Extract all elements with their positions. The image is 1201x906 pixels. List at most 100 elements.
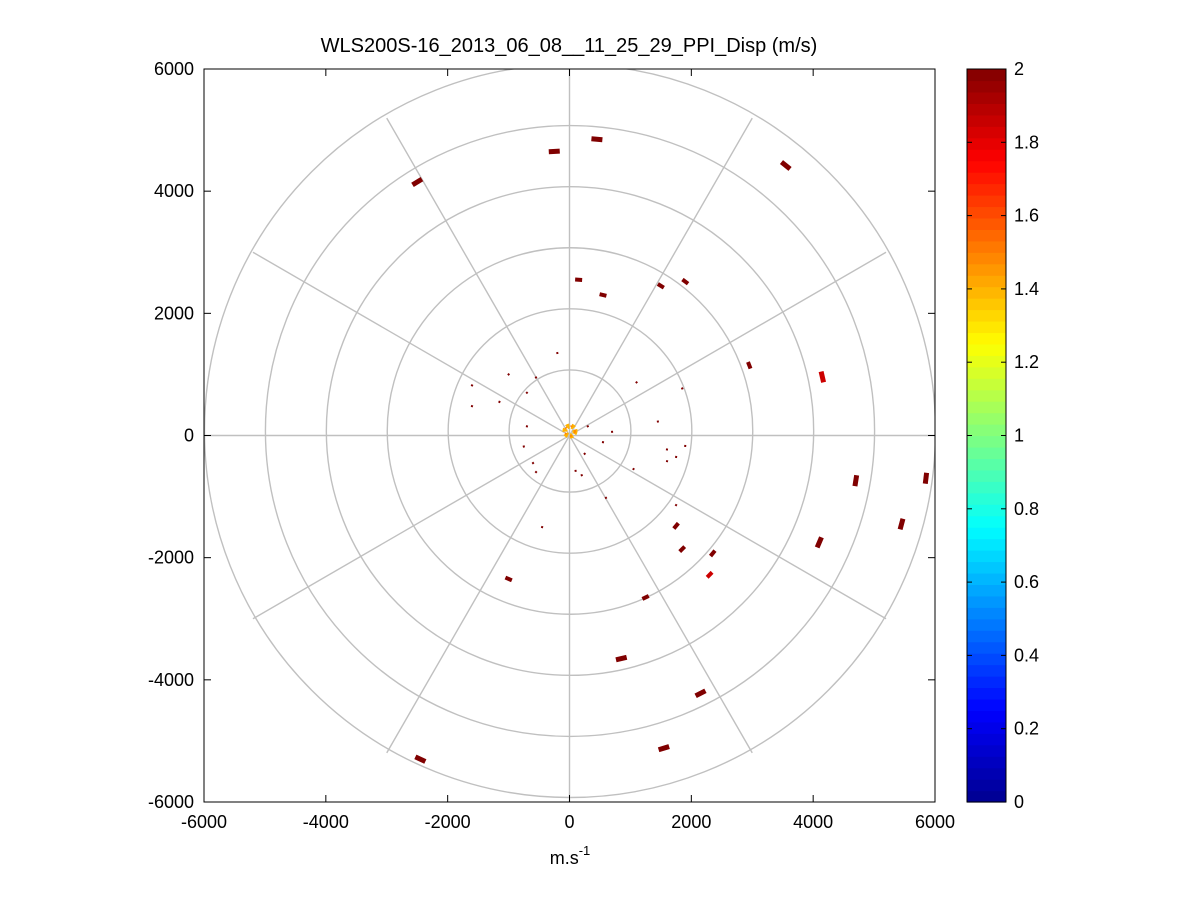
- data-point-13: [897, 518, 906, 531]
- colorbar-band-29: [967, 458, 1006, 471]
- colorbar-band-31: [967, 435, 1006, 448]
- colorbar-tick-label-8: 1.6: [1014, 206, 1039, 226]
- data-point-10: [818, 370, 827, 383]
- colorbar-band-48: [967, 240, 1006, 253]
- colorbar-tick-label-10: 2: [1014, 59, 1024, 79]
- data-point-12: [852, 474, 860, 487]
- colorbar-band-8: [967, 698, 1006, 711]
- colorbar-tick-label-3: 0.6: [1014, 572, 1039, 592]
- colorbar-band-43: [967, 298, 1006, 311]
- colorbar-band-35: [967, 389, 1006, 402]
- y-tick-label-1: -4000: [148, 670, 194, 690]
- data-point-39: [665, 448, 669, 451]
- data-point-30: [507, 373, 511, 376]
- x-tick-label-1: -4000: [303, 812, 349, 832]
- colorbar-band-24: [967, 515, 1006, 528]
- data-point-3: [591, 136, 603, 143]
- colorbar-tick-label-6: 1.2: [1014, 352, 1039, 372]
- colorbar-band-6: [967, 721, 1006, 734]
- colorbar-band-37: [967, 366, 1006, 379]
- colorbar-band-21: [967, 550, 1006, 563]
- data-point-33: [498, 400, 501, 404]
- data-point-31: [534, 376, 538, 379]
- data-point-17: [705, 570, 714, 579]
- data-point-37: [610, 430, 614, 433]
- colorbar-band-58: [967, 126, 1006, 139]
- data-point-50: [604, 496, 608, 500]
- data-point-44: [525, 425, 529, 428]
- colorbar-band-56: [967, 149, 1006, 162]
- colorbar-band-61: [967, 91, 1006, 104]
- colorbar-tick-label-9: 1.8: [1014, 132, 1039, 152]
- colorbar-band-3: [967, 756, 1006, 769]
- x-tick-label-2: -2000: [425, 812, 471, 832]
- colorbar-band-20: [967, 561, 1006, 574]
- data-point-9: [746, 361, 753, 370]
- y-tick-label-2: -2000: [148, 548, 194, 568]
- data-point-32: [525, 391, 529, 395]
- colorbar-band-38: [967, 355, 1006, 368]
- colorbar-band-11: [967, 664, 1006, 677]
- colorbar-band-41: [967, 320, 1006, 334]
- colorbar-band-26: [967, 492, 1006, 505]
- x-axis-label: m.s-1: [550, 843, 591, 868]
- colorbar-band-42: [967, 309, 1006, 322]
- colorbar: 0 0.2 0.4 0.6 0.8 1 1.2 1.4 1.6 1.8 2: [966, 59, 1039, 812]
- colorbar-band-14: [967, 630, 1006, 643]
- y-tick-label-5: 4000: [154, 181, 194, 201]
- colorbar-band-18: [967, 584, 1006, 597]
- colorbar-band-2: [967, 767, 1006, 780]
- colorbar-band-49: [967, 229, 1006, 242]
- polar-spoke-150: [252, 251, 887, 620]
- data-point-11: [922, 472, 930, 485]
- data-point-23: [657, 744, 670, 753]
- x-tick-label-3: 0: [564, 812, 574, 832]
- data-point-41: [674, 455, 678, 459]
- colorbar-band-46: [967, 263, 1006, 276]
- data-point-49: [580, 473, 583, 477]
- data-point-52: [583, 452, 587, 456]
- colorbar-band-50: [967, 217, 1006, 230]
- data-point-42: [665, 459, 669, 463]
- data-point-22: [694, 688, 707, 699]
- data-point-16: [678, 545, 687, 553]
- colorbar-band-54: [967, 172, 1006, 185]
- data-point-28: [470, 384, 474, 387]
- colorbar-band-9: [967, 687, 1006, 700]
- y-tick-label-4: 2000: [154, 303, 194, 323]
- colorbar-band-63: [967, 69, 1006, 82]
- colorbar-tick-label-5: 1: [1014, 426, 1024, 446]
- colorbar-band-53: [967, 183, 1006, 196]
- data-point-29: [470, 404, 474, 408]
- colorbar-band-36: [967, 378, 1006, 391]
- x-tick-label-4: 2000: [671, 812, 711, 832]
- colorbar-band-1: [967, 779, 1006, 792]
- data-point-2: [548, 148, 560, 155]
- data-point-8: [681, 277, 690, 286]
- data-point-38: [601, 441, 605, 444]
- x-tick-label-6: 6000: [915, 812, 955, 832]
- colorbar-band-0: [967, 790, 1006, 803]
- data-points: [411, 136, 930, 764]
- data-point-7: [656, 282, 665, 290]
- colorbar-band-33: [967, 412, 1006, 425]
- data-point-25: [504, 575, 513, 583]
- colorbar-band-27: [967, 481, 1006, 494]
- data-point-47: [534, 470, 538, 474]
- data-point-35: [680, 387, 684, 390]
- data-point-4: [779, 160, 792, 171]
- colorbar-band-47: [967, 252, 1006, 265]
- colorbar-band-17: [967, 595, 1006, 608]
- colorbar-band-10: [967, 676, 1006, 689]
- colorbar-band-22: [967, 538, 1006, 551]
- colorbar-band-44: [967, 286, 1006, 299]
- colorbar-band-39: [967, 343, 1006, 356]
- x-axis-label-exponent: -1: [579, 843, 591, 858]
- colorbar-band-28: [967, 469, 1006, 482]
- data-point-1: [411, 177, 424, 187]
- data-point-48: [574, 469, 577, 473]
- colorbar-band-57: [967, 137, 1006, 150]
- data-point-24: [414, 754, 427, 764]
- colorbar-tick-label-0: 0: [1014, 792, 1024, 812]
